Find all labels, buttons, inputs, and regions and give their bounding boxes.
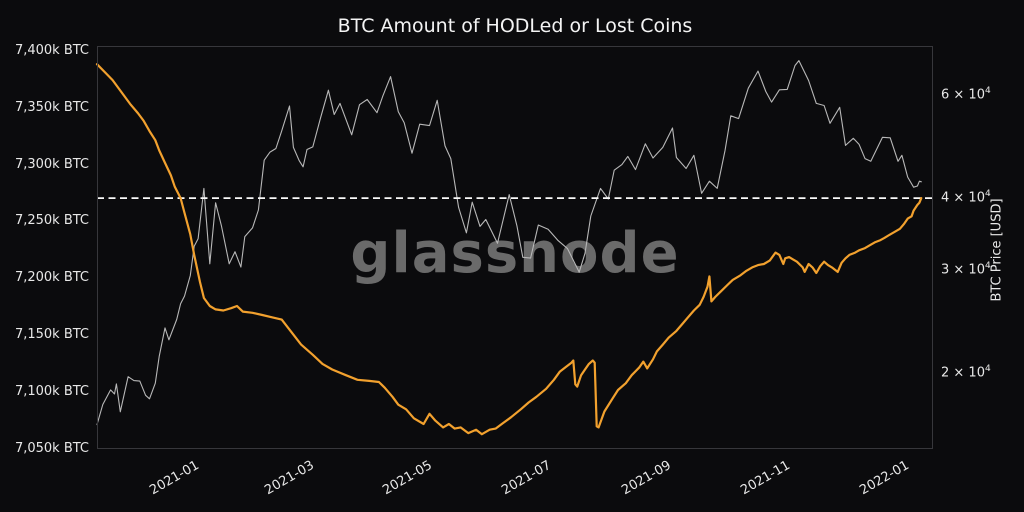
left-axis-tick-label: 7,100k BTC [14, 383, 89, 399]
left-axis-tick-label: 7,400k BTC [14, 43, 89, 59]
left-axis-tick-label: 7,250k BTC [14, 213, 89, 229]
left-axis-tick-label: 7,200k BTC [14, 270, 89, 286]
left-axis-tick-label: 7,150k BTC [14, 326, 89, 342]
right-axis-title: BTC Price [USD] [989, 198, 1005, 302]
plot-border [97, 46, 933, 449]
right-axis-tick-label: 2 × 104 [941, 363, 991, 381]
right-axis-tick-label: 6 × 104 [941, 86, 991, 103]
left-axis-tick-label: 7,300k BTC [14, 156, 89, 172]
hodled-or-lost-coins-line [95, 63, 923, 436]
right-axis-tick-label: 3 × 104 [941, 261, 991, 278]
glassnode-watermark: glassnode [350, 221, 680, 286]
left-axis-tick-label: 7,350k BTC [14, 99, 89, 115]
chart-title: BTC Amount of HODLed or Lost Coins [337, 15, 693, 37]
right-axis-tick-label: 4 × 104 [941, 188, 991, 206]
left-axis-tick-label: 7,050k BTC [14, 440, 89, 456]
btc-price-line [96, 60, 922, 426]
